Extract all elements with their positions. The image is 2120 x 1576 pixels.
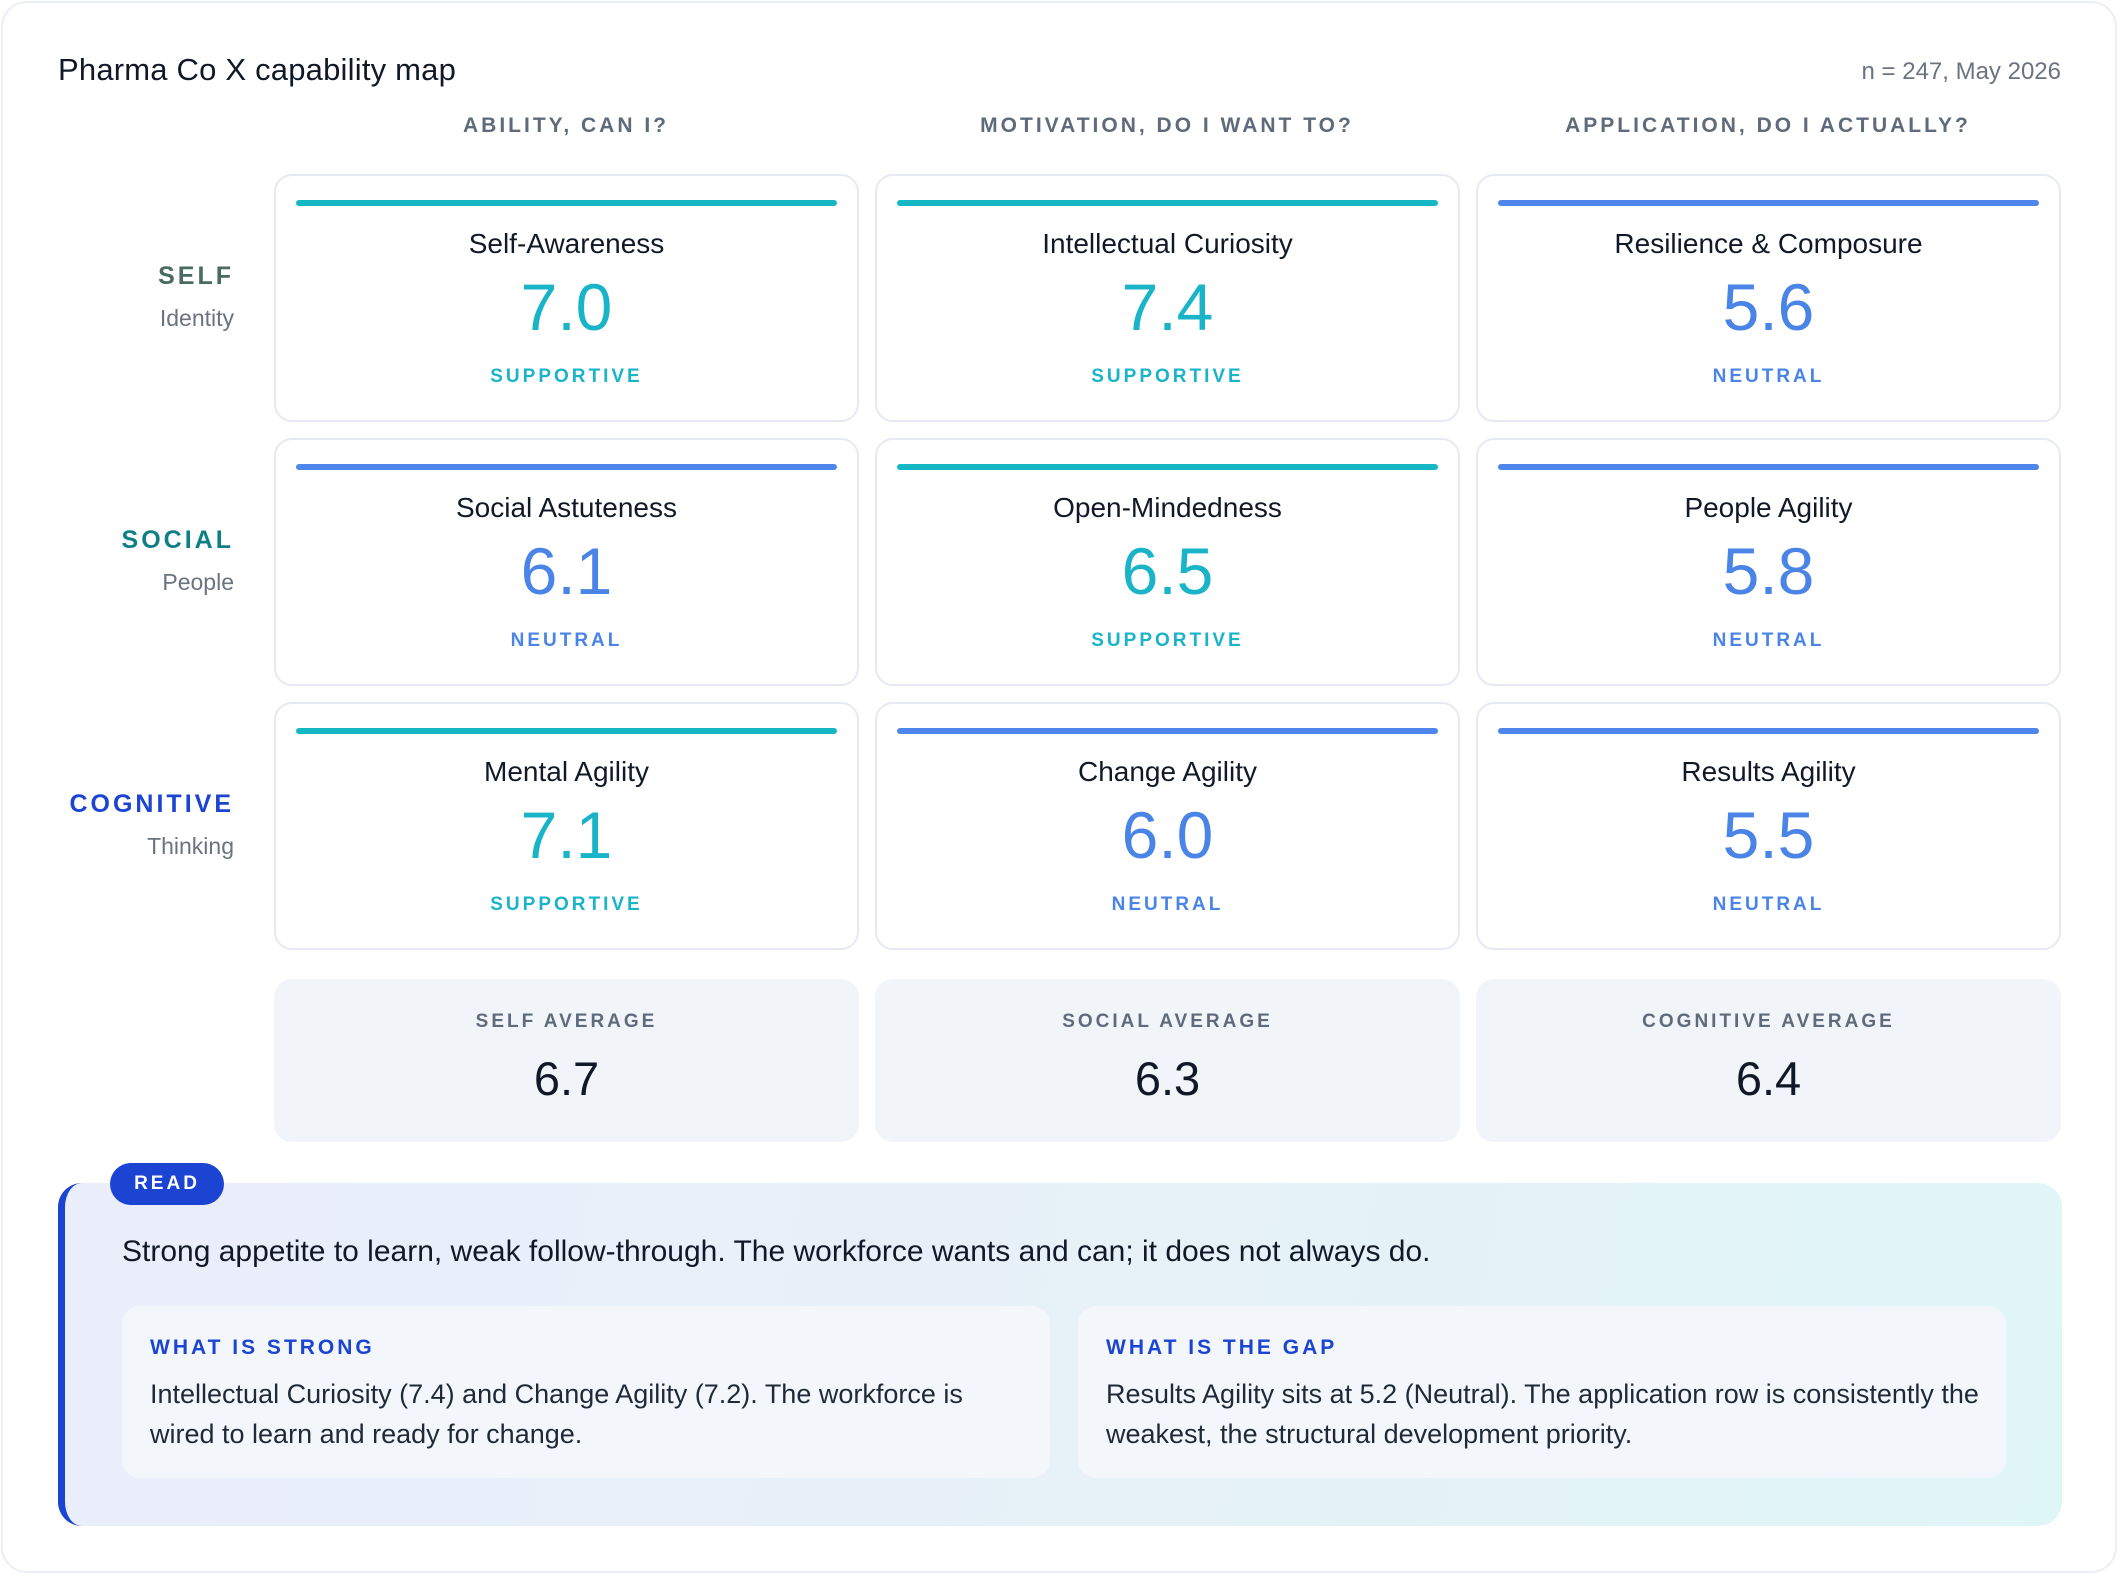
row-label-subtitle: Identity: [159, 305, 234, 331]
row-label-self: SELF Identity: [40, 262, 234, 332]
status-accent-bar: [897, 728, 1438, 734]
status-accent-bar: [296, 464, 837, 470]
sample-meta: n = 247, May 2026: [1861, 58, 2061, 85]
capability-card-people-agility[interactable]: People Agility 5.8 NEUTRAL: [1476, 438, 2061, 686]
cognitive-average-card: COGNITIVE AVERAGE 6.4: [1476, 979, 2061, 1142]
capability-card-resilience-composure[interactable]: Resilience & Composure 5.6 NEUTRAL: [1476, 174, 2061, 422]
capability-card-intellectual-curiosity[interactable]: Intellectual Curiosity 7.4 SUPPORTIVE: [875, 174, 1460, 422]
column-header-motivation: MOTIVATION, DO I WANT TO?: [980, 114, 1354, 137]
capability-status: NEUTRAL: [510, 630, 623, 651]
capability-name: Resilience & Composure: [1614, 228, 1923, 259]
column-header-ability: ABILITY, CAN I?: [463, 114, 669, 137]
capability-card-social-astuteness[interactable]: Social Astuteness 6.1 NEUTRAL: [274, 438, 859, 686]
row-label-subtitle: People: [162, 569, 234, 595]
capability-status: SUPPORTIVE: [1091, 366, 1244, 387]
average-value: 6.3: [1134, 1052, 1201, 1105]
capability-score: 5.8: [1722, 534, 1815, 608]
capability-card-self-awareness[interactable]: Self-Awareness 7.0 SUPPORTIVE: [274, 174, 859, 422]
capability-name: Results Agility: [1681, 756, 1856, 787]
capability-card-mental-agility[interactable]: Mental Agility 7.1 SUPPORTIVE: [274, 702, 859, 950]
capability-score: 5.6: [1722, 270, 1815, 344]
average-value: 6.7: [533, 1052, 600, 1105]
capability-name: Mental Agility: [484, 756, 649, 787]
capability-name: Open-Mindedness: [1053, 492, 1282, 523]
capability-card-results-agility[interactable]: Results Agility 5.5 NEUTRAL: [1476, 702, 2061, 950]
row-label-title: COGNITIVE: [69, 790, 234, 818]
status-accent-bar: [296, 200, 837, 206]
average-value: 6.4: [1735, 1052, 1802, 1105]
gap-title: WHAT IS THE GAP: [1106, 1336, 1338, 1359]
capability-status: SUPPORTIVE: [490, 366, 643, 387]
social-average-card: SOCIAL AVERAGE 6.3: [875, 979, 1460, 1142]
status-accent-bar: [1498, 464, 2039, 470]
capability-card-open-mindedness[interactable]: Open-Mindedness 6.5 SUPPORTIVE: [875, 438, 1460, 686]
capability-status: NEUTRAL: [1712, 894, 1825, 915]
capability-status: NEUTRAL: [1712, 630, 1825, 651]
capability-status: SUPPORTIVE: [490, 894, 643, 915]
row-label-social: SOCIAL People: [40, 526, 234, 596]
capability-name: People Agility: [1684, 492, 1853, 523]
capability-status: SUPPORTIVE: [1091, 630, 1244, 651]
capability-score: 6.1: [520, 534, 613, 608]
capability-name: Social Astuteness: [455, 492, 678, 523]
capability-score: 5.5: [1722, 798, 1815, 872]
read-badge: READ: [110, 1163, 224, 1205]
row-label-title: SOCIAL: [121, 526, 234, 554]
capability-score: 7.4: [1121, 270, 1214, 344]
capability-name: Change Agility: [1077, 756, 1257, 787]
strong-title: WHAT IS STRONG: [150, 1336, 375, 1359]
capability-score: 7.1: [520, 798, 613, 872]
average-label: COGNITIVE AVERAGE: [1642, 1011, 1895, 1032]
capability-score: 6.5: [1121, 534, 1214, 608]
strong-body: Intellectual Curiosity (7.4) and Change …: [150, 1379, 963, 1449]
capability-score: 6.0: [1121, 798, 1214, 872]
self-average-card: SELF AVERAGE 6.7: [274, 979, 859, 1142]
average-label: SOCIAL AVERAGE: [1062, 1011, 1273, 1032]
status-accent-bar: [1498, 200, 2039, 206]
capability-status: NEUTRAL: [1712, 366, 1825, 387]
capability-name: Intellectual Curiosity: [1042, 228, 1293, 259]
what-is-strong-box: WHAT IS STRONG Intellectual Curiosity (7…: [122, 1306, 1050, 1478]
row-label-title: SELF: [158, 262, 234, 290]
page-title: Pharma Co X capability map: [58, 52, 457, 87]
read-headline: Strong appetite to learn, weak follow-th…: [122, 1235, 1431, 1268]
gap-body: Results Agility sits at 5.2 (Neutral). T…: [1106, 1379, 1979, 1449]
capability-score: 7.0: [520, 270, 613, 344]
row-label-subtitle: Thinking: [147, 833, 234, 859]
status-accent-bar: [897, 464, 1438, 470]
status-accent-bar: [897, 200, 1438, 206]
row-label-cognitive: COGNITIVE Thinking: [40, 790, 234, 860]
column-header-application: APPLICATION, DO I ACTUALLY?: [1565, 114, 1971, 137]
what-is-the-gap-box: WHAT IS THE GAP Results Agility sits at …: [1078, 1306, 2006, 1478]
capability-status: NEUTRAL: [1111, 894, 1224, 915]
capability-name: Self-Awareness: [468, 228, 665, 259]
average-label: SELF AVERAGE: [475, 1011, 658, 1032]
status-accent-bar: [296, 728, 837, 734]
capability-card-change-agility[interactable]: Change Agility 6.0 NEUTRAL: [875, 702, 1460, 950]
status-accent-bar: [1498, 728, 2039, 734]
